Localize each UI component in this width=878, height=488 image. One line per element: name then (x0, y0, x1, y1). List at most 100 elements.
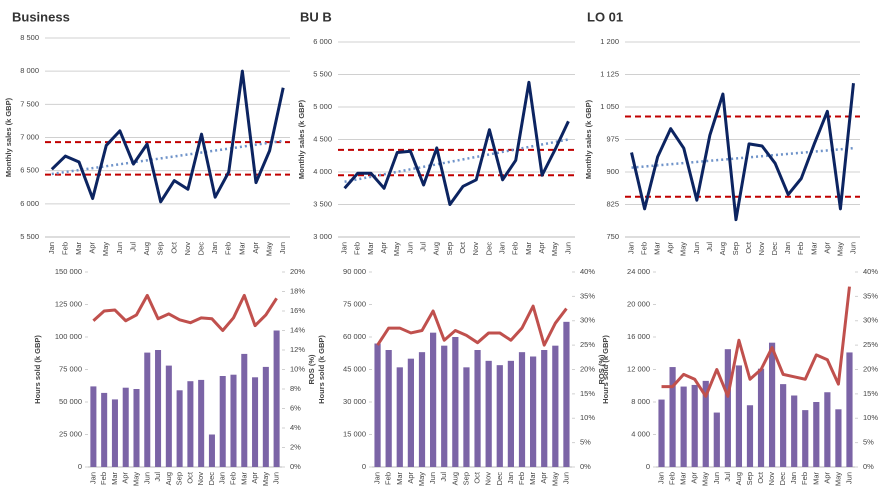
y-tick-label: 0 (78, 462, 82, 471)
bar (90, 386, 97, 467)
y-tick-label: 4 500 (313, 134, 332, 143)
x-tick-label: Jan (627, 242, 636, 254)
bar (155, 350, 162, 467)
y-tick-label: 45 000 (343, 364, 366, 373)
y2-tick-label: 8% (290, 384, 301, 393)
x-tick-label: Mar (528, 472, 537, 485)
bar (669, 367, 676, 467)
x-tick-label: Dec (484, 242, 493, 256)
x-tick-label: May (550, 242, 559, 256)
x-tick-label: Dec (778, 472, 787, 486)
y2-tick-label: 4% (290, 423, 301, 432)
bar (735, 365, 743, 467)
y-tick-label: 5 500 (20, 232, 39, 241)
y-axis-label: Monthly sales (k GBP) (4, 97, 13, 177)
y-tick-label: 8 000 (20, 66, 39, 75)
x-tick-label: Apr (666, 241, 675, 253)
y2-tick-label: 2% (290, 442, 301, 451)
x-tick-label: Mar (809, 242, 818, 255)
x-tick-label: Jan (373, 472, 382, 484)
y2-tick-label: 18% (290, 286, 305, 295)
x-tick-label: Jan (498, 242, 507, 254)
x-tick-label: Oct (185, 471, 194, 484)
x-tick-label: Jul (705, 242, 714, 252)
y-tick-label: 30 000 (343, 397, 366, 406)
x-tick-label: Sep (445, 242, 454, 255)
y2-tick-label: 15% (580, 389, 595, 398)
x-tick-label: Dec (770, 242, 779, 256)
y-tick-label: 15 000 (343, 429, 366, 438)
x-tick-label: Mar (395, 472, 404, 485)
y-tick-label: 5 000 (313, 102, 332, 111)
y2-tick-label: 20% (290, 267, 305, 276)
bar (496, 365, 503, 467)
bar (133, 389, 140, 467)
chart-title: BU B (300, 9, 332, 24)
x-tick-label: Jan (218, 472, 227, 484)
bar (407, 358, 414, 467)
x-tick-label: Feb (517, 472, 526, 485)
x-tick-label: Aug (142, 242, 151, 255)
x-tick-label: Jun (561, 472, 570, 484)
bar (463, 367, 470, 467)
y-tick-label: 75 000 (59, 364, 82, 373)
y-tick-label: 975 (606, 134, 619, 143)
y2-axis-label: ROS (%) (307, 354, 316, 385)
x-tick-label: Sep (461, 472, 470, 485)
bar (230, 374, 237, 467)
y-axis-label: Monthly sales (k GBP) (584, 99, 593, 179)
y-tick-label: 4 000 (631, 429, 650, 438)
bar (824, 392, 831, 467)
data-line (630, 83, 855, 222)
y-tick-label: 20 000 (627, 299, 650, 308)
y-tick-label: 1 125 (600, 69, 619, 78)
x-tick-label: May (261, 472, 270, 486)
y2-tick-label: 35% (580, 291, 595, 300)
bar (518, 352, 526, 467)
bar (374, 343, 381, 467)
y-tick-label: 5 500 (313, 69, 332, 78)
x-tick-label: Jun (692, 242, 701, 254)
x-tick-label: Apr (250, 471, 259, 483)
data-line (661, 286, 851, 398)
x-tick-label: Oct (169, 241, 178, 254)
y2-tick-label: 25% (580, 340, 595, 349)
data-line (92, 293, 278, 332)
bar (541, 350, 548, 467)
x-tick-label: Feb (60, 242, 69, 255)
x-tick-label: Nov (767, 472, 776, 486)
y2-tick-label: 0% (580, 462, 591, 471)
x-tick-label: May (550, 472, 559, 486)
bar (452, 337, 459, 467)
x-tick-label: Nov (196, 472, 205, 486)
y-tick-label: 8 500 (20, 33, 39, 42)
y-tick-label: 6 500 (20, 166, 39, 175)
x-tick-label: Feb (224, 242, 233, 255)
y-tick-label: 150 000 (55, 267, 82, 276)
x-tick-label: Sep (745, 472, 754, 485)
x-tick-label: Mar (811, 472, 820, 485)
bar (441, 345, 448, 467)
x-tick-label: Jul (153, 472, 162, 482)
y-tick-label: 75 000 (343, 299, 366, 308)
x-tick-label: Oct (744, 241, 753, 254)
bar (780, 384, 787, 467)
y2-tick-label: 16% (290, 306, 305, 315)
y-tick-label: 3 000 (313, 232, 332, 241)
y-tick-label: 6 000 (20, 199, 39, 208)
x-tick-label: Apr (88, 241, 97, 253)
y-tick-label: 3 500 (313, 199, 332, 208)
y2-tick-label: 10% (580, 413, 595, 422)
x-tick-label: Jul (439, 472, 448, 482)
x-tick-label: Feb (353, 242, 362, 255)
bar (791, 395, 798, 467)
x-tick-label: Feb (668, 472, 677, 485)
bar (746, 405, 754, 467)
y-axis-label: Monthly sales (k GBP) (297, 99, 306, 179)
x-tick-label: May (835, 242, 844, 256)
x-tick-label: May (833, 472, 842, 486)
x-tick-label: Dec (197, 242, 206, 256)
bar (144, 352, 151, 467)
x-tick-label: Aug (164, 472, 173, 485)
x-tick-label: Oct (458, 241, 467, 254)
